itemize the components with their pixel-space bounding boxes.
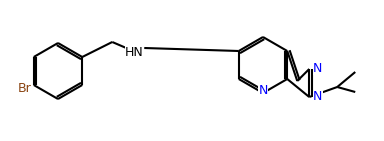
Text: N: N	[313, 62, 323, 75]
Text: N: N	[258, 83, 268, 96]
Text: HN: HN	[125, 46, 144, 59]
Text: N: N	[313, 91, 323, 103]
Text: Br: Br	[18, 82, 32, 95]
